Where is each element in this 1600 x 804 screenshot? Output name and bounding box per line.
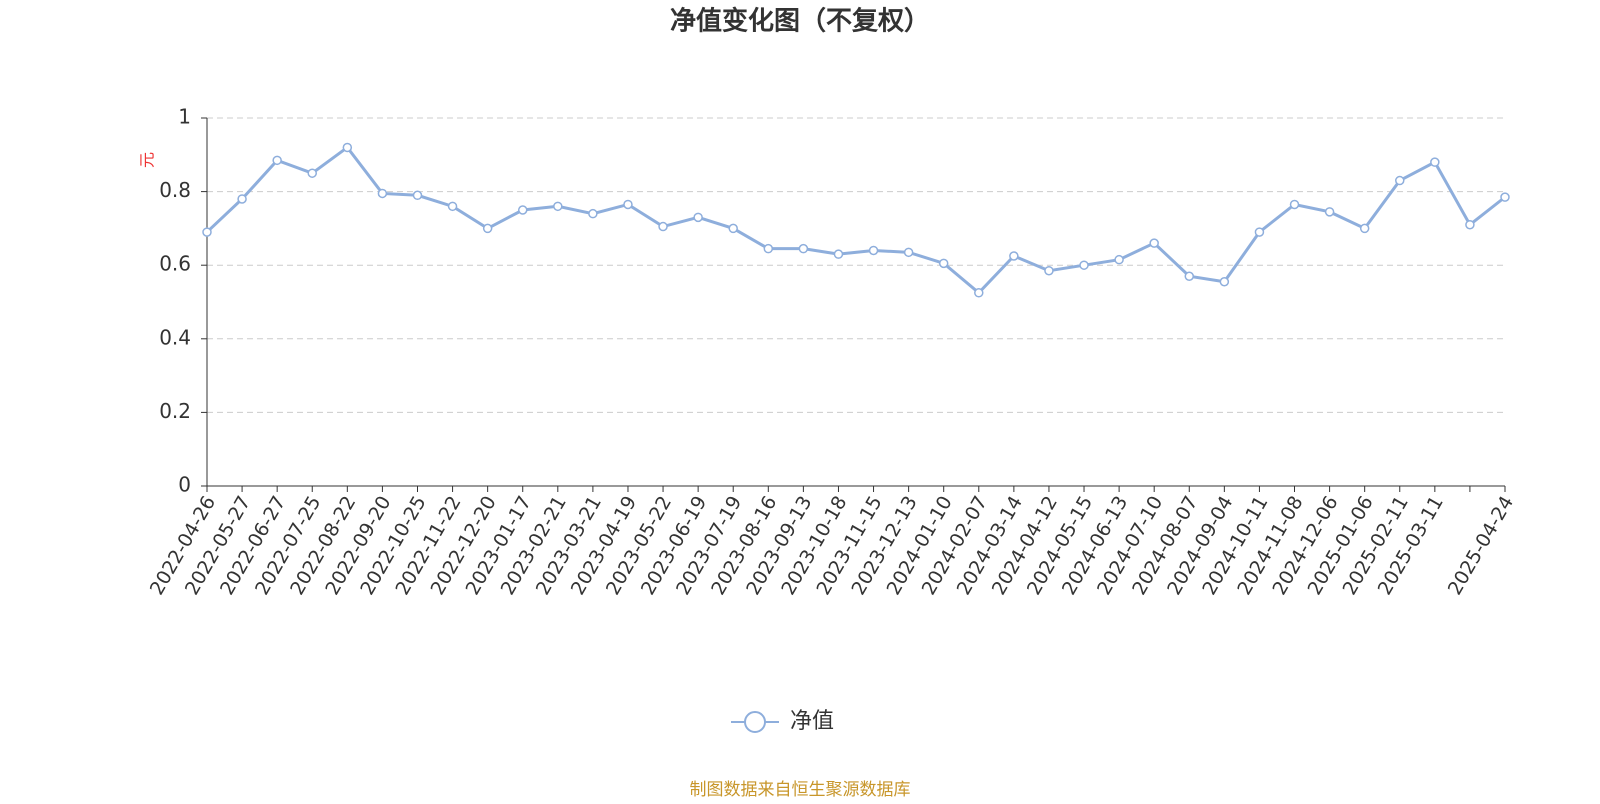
point <box>377 188 388 199</box>
point <box>763 243 774 254</box>
point <box>1430 157 1440 167</box>
point <box>553 201 563 212</box>
point <box>412 190 423 201</box>
point <box>272 155 282 166</box>
y-tick-label: 0 <box>178 473 191 497</box>
point <box>1324 207 1335 217</box>
footer: 制图数据来自恒生聚源数据库 <box>690 780 911 800</box>
y-tick-label: 1 <box>178 105 191 129</box>
point <box>307 168 317 178</box>
legend-label: 净值 <box>790 709 834 734</box>
point <box>237 194 247 204</box>
point <box>342 142 353 153</box>
y-tick-label: 0.6 <box>159 252 191 276</box>
y-tick-label: 0.4 <box>159 325 191 349</box>
y-tick-label: 0.2 <box>159 399 191 423</box>
point <box>1184 271 1195 281</box>
point <box>1254 227 1265 237</box>
point <box>938 258 949 269</box>
legend-marker <box>744 711 766 733</box>
point <box>798 243 809 254</box>
point <box>1044 265 1054 276</box>
y-tick-label: 0.8 <box>159 178 191 202</box>
point <box>517 205 528 215</box>
point <box>202 227 212 237</box>
chart-title: 净值变化图（不复权） <box>670 6 930 37</box>
point <box>1009 251 1019 261</box>
y-axis-label: 元 <box>138 152 157 168</box>
point <box>482 223 493 234</box>
point <box>1465 219 1475 230</box>
point <box>1359 223 1370 234</box>
point <box>658 221 668 232</box>
point <box>868 245 879 256</box>
point <box>623 199 633 210</box>
x-tick-label: 2025-04-24 <box>1444 492 1518 599</box>
point <box>1079 260 1089 270</box>
point <box>1114 254 1124 265</box>
series-line <box>205 145 1506 295</box>
point <box>693 212 703 223</box>
point <box>728 223 738 234</box>
point <box>1395 175 1405 186</box>
point <box>1219 277 1230 287</box>
point <box>588 208 598 219</box>
point <box>833 249 844 259</box>
point <box>447 201 458 212</box>
point <box>1500 192 1510 202</box>
point <box>1149 238 1159 248</box>
point <box>903 247 914 258</box>
point <box>974 288 984 298</box>
point <box>1289 199 1300 210</box>
